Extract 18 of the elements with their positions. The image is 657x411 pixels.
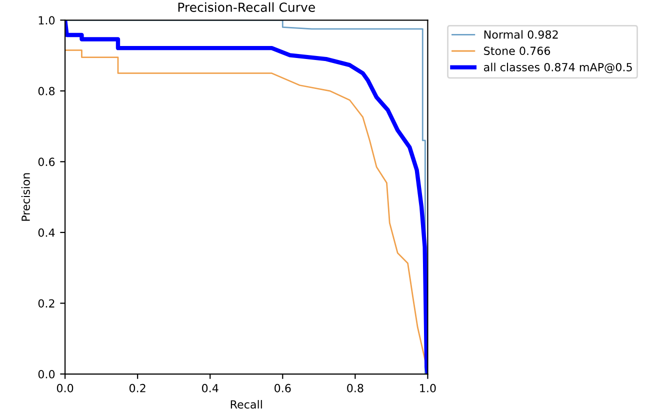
chart-title: Precision-Recall Curve xyxy=(178,2,315,12)
legend-label: Normal 0.982 xyxy=(484,30,558,39)
y-tick-label: 0.4 xyxy=(38,228,55,237)
y-tick-label: 0.0 xyxy=(38,370,55,378)
legend-label: Stone 0.766 xyxy=(484,46,550,56)
legend-label: all classes 0.874 mAP@0.5 xyxy=(484,62,632,74)
x-tick-label: 1.0 xyxy=(420,384,436,392)
y-tick-label: 0.8 xyxy=(38,86,55,96)
x-tick-label: 0.4 xyxy=(202,384,218,392)
y-axis-title: Precision xyxy=(21,173,30,221)
y-tick-label: 0.2 xyxy=(38,299,54,308)
y-tick-label: 0.6 xyxy=(38,158,55,166)
x-tick-label: 0.0 xyxy=(56,384,74,392)
y-tick-label: 1.0 xyxy=(38,16,55,25)
x-tick-label: 0.8 xyxy=(347,384,364,392)
x-tick-label: 0.6 xyxy=(274,384,291,392)
x-tick-label: 0.2 xyxy=(129,384,146,392)
x-axis-title: Recall xyxy=(230,400,262,409)
